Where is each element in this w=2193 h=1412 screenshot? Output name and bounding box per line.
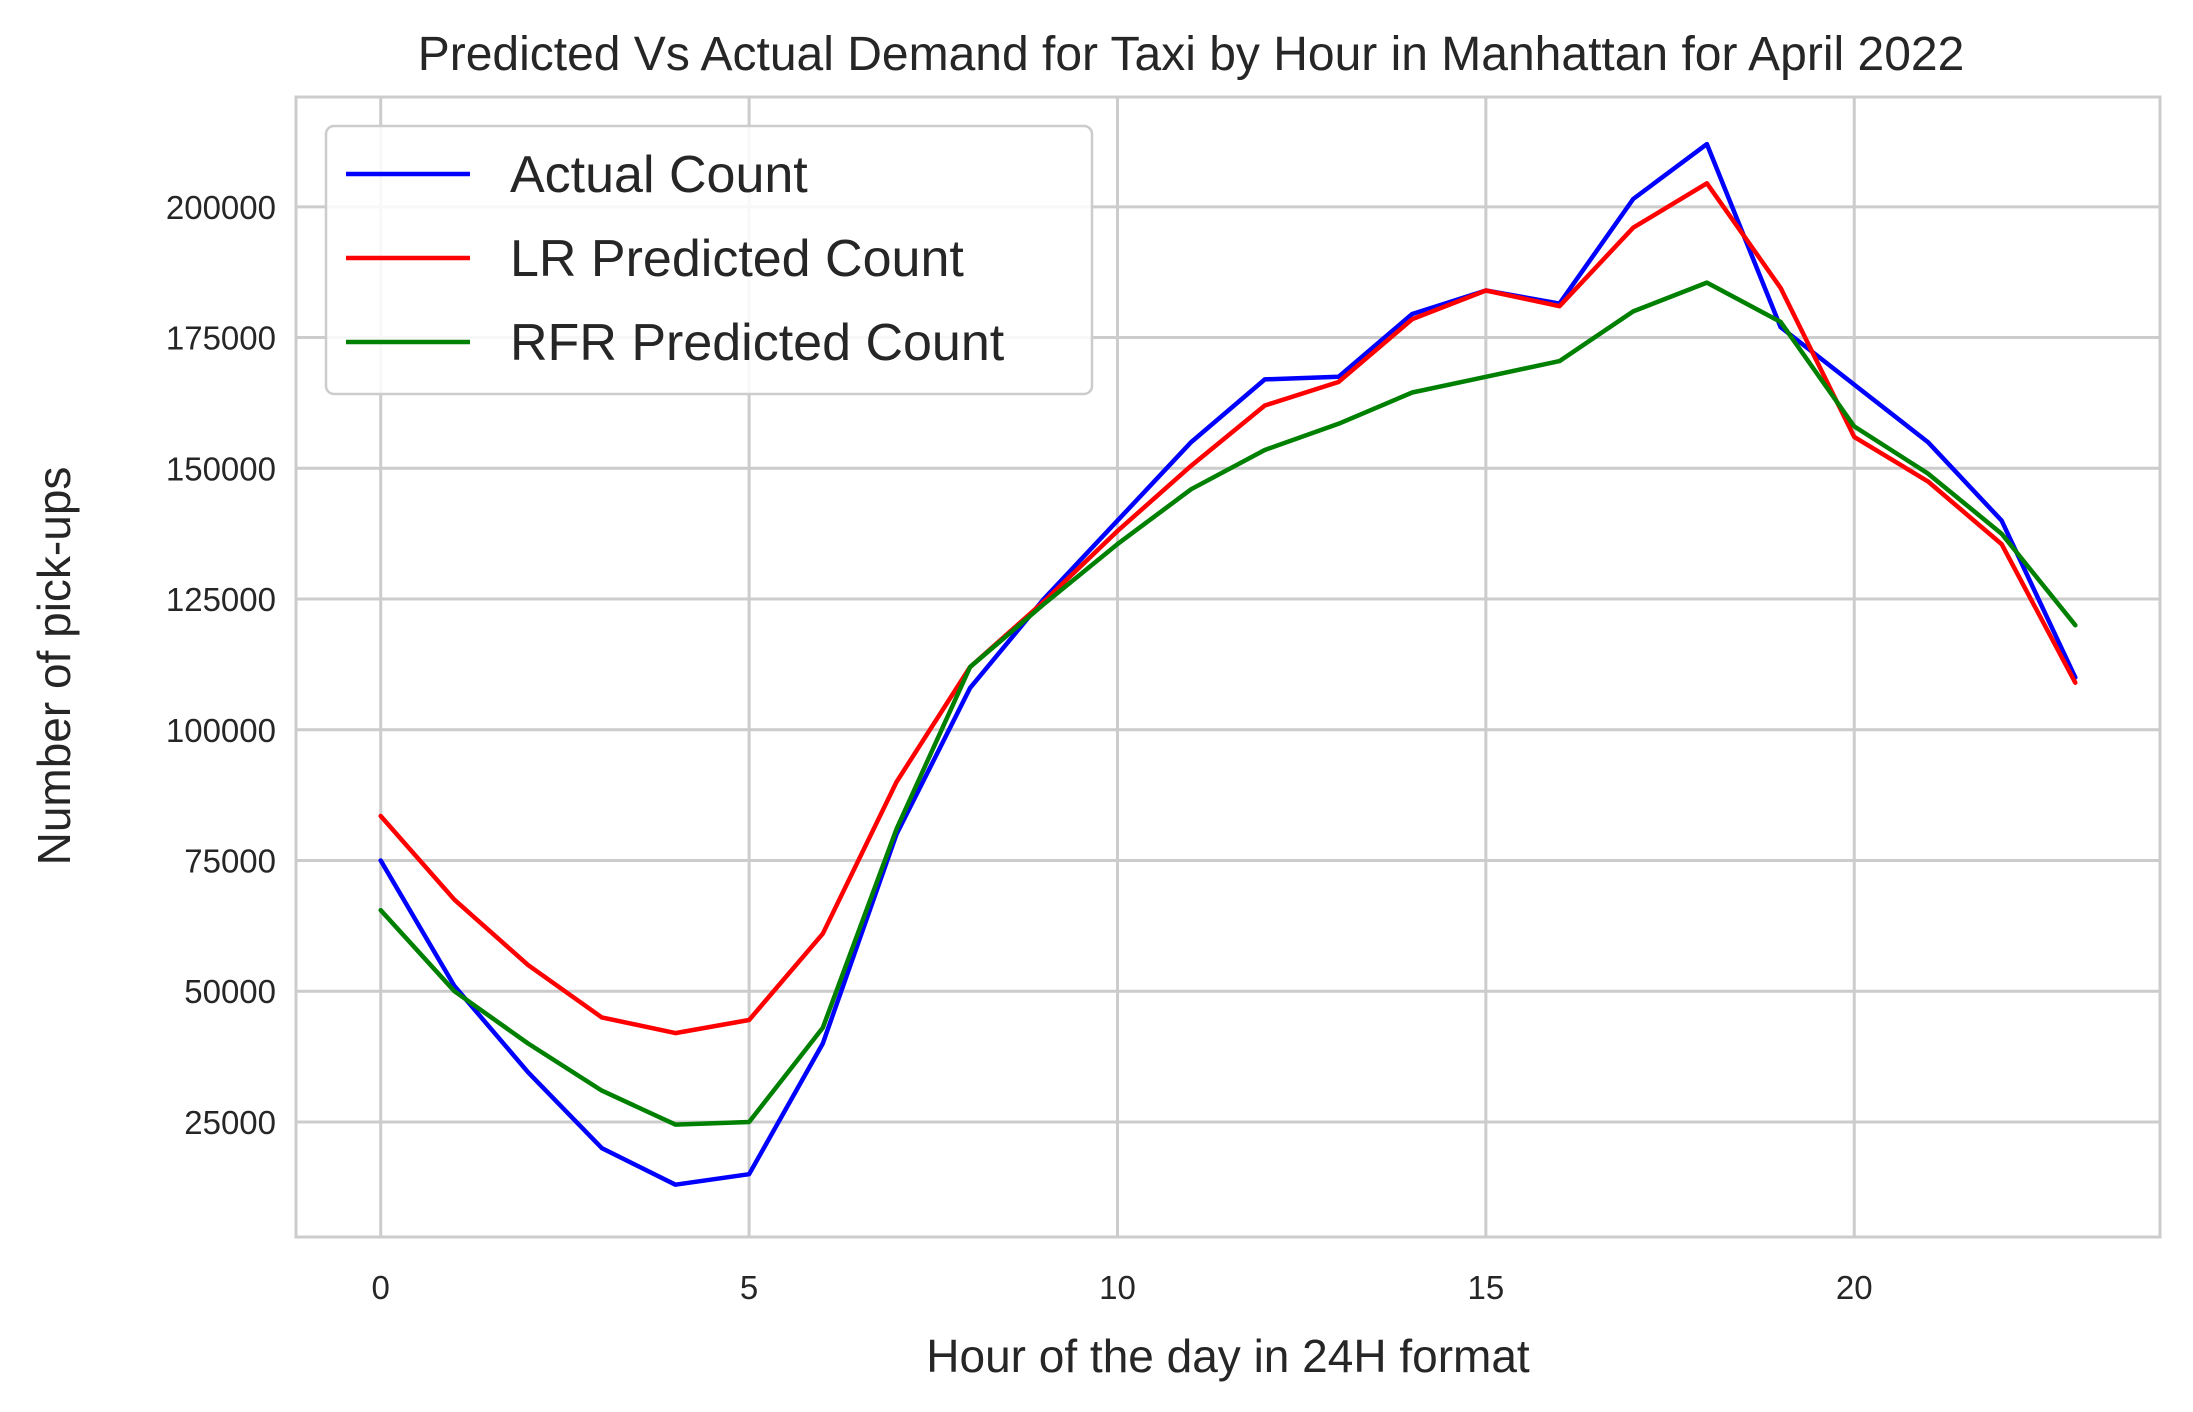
x-tick-label: 0 — [372, 1269, 390, 1306]
y-tick-label: 125000 — [166, 581, 276, 618]
x-tick-label: 5 — [740, 1269, 758, 1306]
y-tick-label: 200000 — [166, 189, 276, 226]
legend-label: LR Predicted Count — [510, 230, 964, 288]
legend-label: RFR Predicted Count — [510, 314, 1005, 372]
x-tick-labels: 0 5 10 15 20 — [372, 1269, 1873, 1306]
legend-label: Actual Count — [510, 146, 808, 204]
y-tick-label: 150000 — [166, 450, 276, 487]
series-line-lr-predicted-count — [378, 181, 2078, 1036]
y-tick-label: 100000 — [166, 712, 276, 749]
legend: Actual Count LR Predicted Count RFR Predic… — [324, 124, 1094, 396]
x-tick-label: 15 — [1468, 1269, 1505, 1306]
legend-item-lr-predicted-count: LR Predicted Count — [346, 230, 964, 288]
x-tick-label: 10 — [1099, 1269, 1136, 1306]
y-tick-label: 50000 — [184, 973, 276, 1010]
y-axis-label: Number of pick-ups — [28, 467, 80, 866]
x-tick-label: 20 — [1836, 1269, 1873, 1306]
y-tick-labels: 25000 50000 75000 100000 125000 150000 175000 2… — [166, 189, 276, 1141]
series-line-rfr-predicted-count — [378, 280, 2078, 1127]
chart-title: Predicted Vs Actual Demand for Taxi by H… — [418, 28, 1965, 81]
plot-frame — [294, 95, 2162, 1239]
x-axis-label: Hour of the day in 24H format — [926, 1330, 1530, 1382]
legend-item-actual-count: Actual Count — [346, 146, 808, 204]
legend-box — [324, 124, 1094, 396]
y-tick-label: 25000 — [184, 1104, 276, 1141]
legend-item-rfr-predicted-count: RFR Predicted Count — [346, 314, 1005, 372]
series-layer — [378, 141, 2078, 1187]
y-tick-label: 75000 — [184, 842, 276, 879]
y-tick-label: 175000 — [166, 320, 276, 357]
